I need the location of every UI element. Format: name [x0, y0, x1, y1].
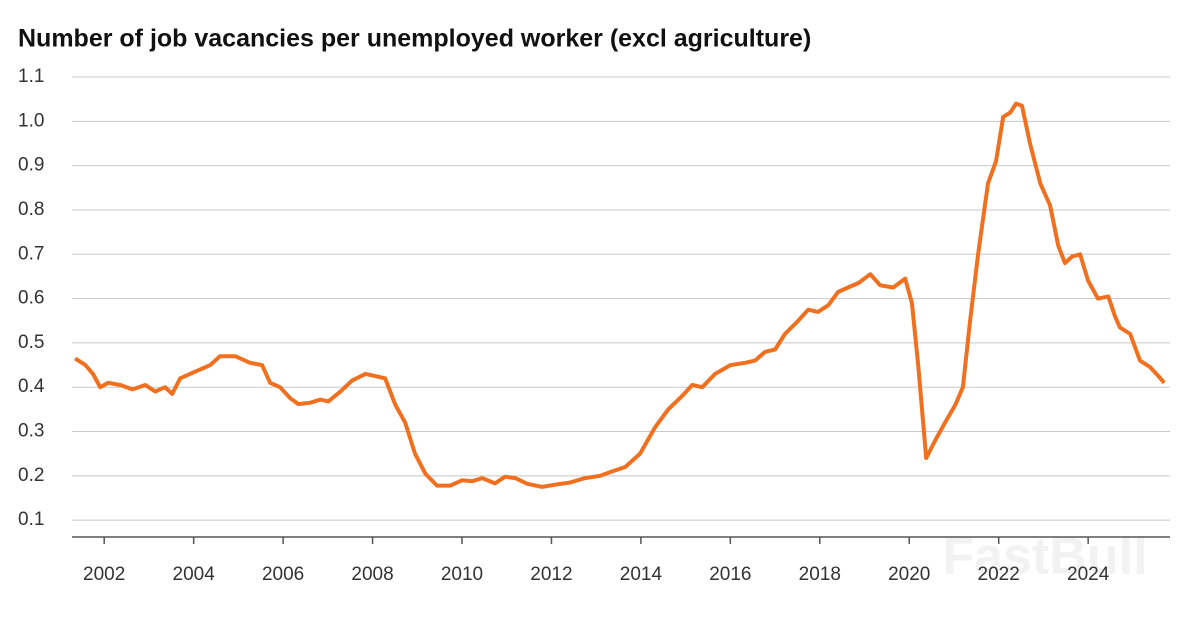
y-tick-label: 0.2	[18, 465, 44, 486]
y-tick-label: 0.6	[18, 288, 44, 309]
x-tick-label: 2002	[83, 564, 125, 585]
line	[74, 101, 1166, 489]
x-tick-label: 2012	[530, 564, 572, 585]
x-tick-label: 2010	[441, 564, 483, 585]
y-tick-label: 1.1	[18, 66, 44, 87]
x-tick-label: 2020	[888, 564, 930, 585]
x-tick-label: 2004	[173, 564, 216, 585]
y-tick-label: 0.4	[18, 376, 45, 397]
chart-title: Number of job vacancies per unemployed w…	[18, 25, 811, 53]
x-tick-label: 2008	[351, 564, 393, 585]
x-tick-label: 2014	[620, 564, 663, 585]
y-tick-label: 0.5	[18, 332, 44, 353]
x-tick-label: 2024	[1067, 564, 1110, 585]
y-tick-label: 0.7	[18, 243, 44, 264]
y-tick-label: 1.0	[18, 110, 44, 131]
y-tick-label: 0.9	[18, 155, 44, 176]
x-tick-label: 2022	[978, 564, 1020, 585]
y-tick-label: 0.1	[18, 509, 44, 530]
x-tick-label: 2006	[262, 564, 304, 585]
y-tick-label: 0.3	[18, 421, 44, 442]
x-tick-label: 2016	[709, 564, 751, 585]
x-tick-label: 2018	[799, 564, 841, 585]
y-tick-label: 0.8	[18, 199, 44, 220]
